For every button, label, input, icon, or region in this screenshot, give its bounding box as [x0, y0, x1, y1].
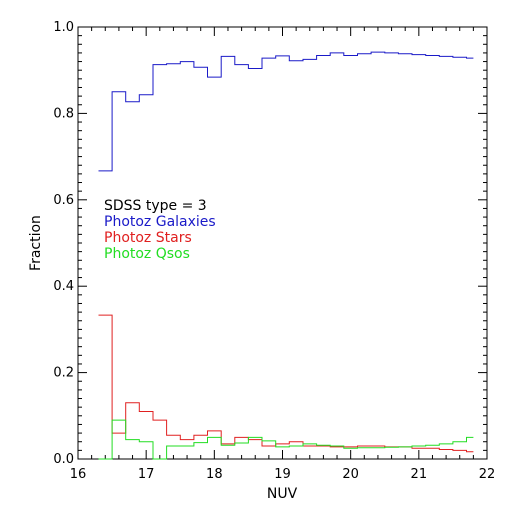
y-tick-label: 0.0 — [53, 452, 74, 467]
series-group — [98, 51, 474, 460]
y-tick-label: 0.4 — [53, 279, 74, 294]
series-line-photoz-stars — [98, 314, 474, 453]
legend-entry-photoz-stars: Photoz Stars — [104, 230, 192, 246]
legend-entry-photoz-qsos: Photoz Qsos — [104, 246, 190, 262]
series-line-photoz-galaxies — [98, 51, 474, 172]
y-tick-label: 0.8 — [53, 106, 74, 121]
x-tick-label: 22 — [479, 467, 496, 482]
x-tick-label: 16 — [70, 467, 87, 482]
x-tick-label: 20 — [342, 467, 359, 482]
series-line-photoz-qsos — [98, 419, 474, 460]
x-tick-label: 19 — [274, 467, 291, 482]
legend-header: SDSS type = 3 — [104, 198, 207, 214]
legend-entry-photoz-galaxies: Photoz Galaxies — [104, 214, 216, 230]
x-tick-label: 21 — [411, 467, 428, 482]
x-tick-label: 17 — [138, 467, 155, 482]
x-axis-title: NUV — [267, 486, 298, 502]
y-tick-label: 0.2 — [53, 366, 74, 381]
y-tick-label: 1.0 — [53, 20, 74, 35]
axis-ticks: 16 17 18 19 20 21 22 0.0 0.2 0.4 0.6 0.8 1.0 — [53, 20, 495, 482]
y-tick-label: 0.6 — [53, 193, 74, 208]
y-axis-title: Fraction — [28, 215, 44, 271]
x-tick-label: 18 — [206, 467, 223, 482]
